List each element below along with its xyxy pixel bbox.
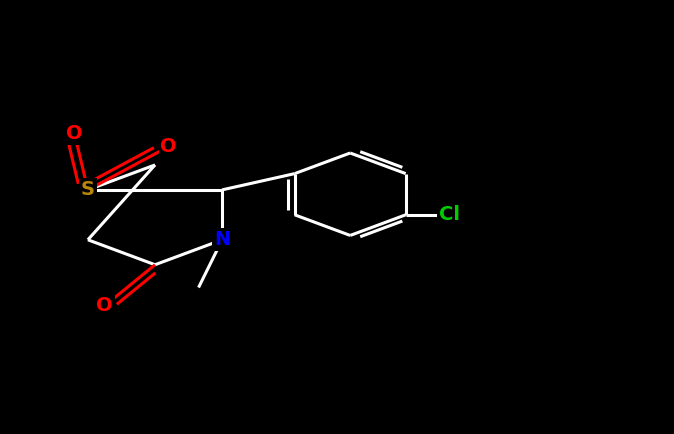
- Text: O: O: [160, 137, 177, 156]
- Text: S: S: [81, 181, 95, 199]
- Text: N: N: [214, 230, 231, 249]
- Text: O: O: [96, 296, 113, 316]
- Text: Cl: Cl: [439, 205, 460, 224]
- Text: O: O: [66, 124, 83, 143]
